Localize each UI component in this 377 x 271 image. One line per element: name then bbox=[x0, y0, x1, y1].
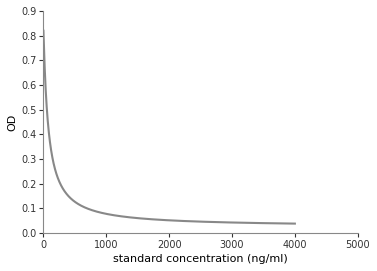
X-axis label: standard concentration (ng/ml): standard concentration (ng/ml) bbox=[113, 254, 288, 264]
Y-axis label: OD: OD bbox=[7, 113, 17, 131]
